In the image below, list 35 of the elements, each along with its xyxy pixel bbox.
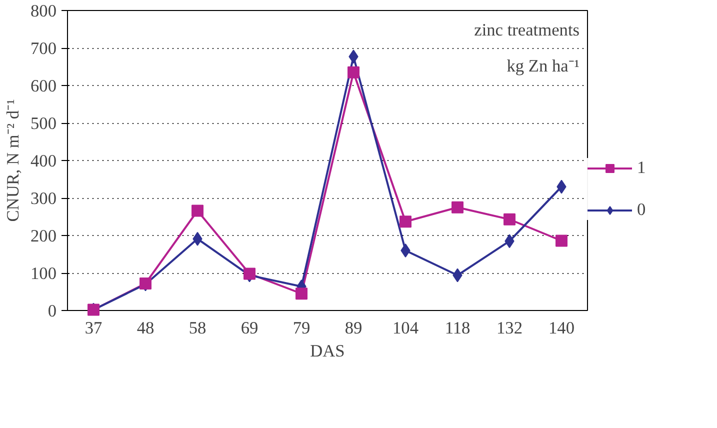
y-tick-label: 200 bbox=[30, 226, 57, 246]
y-tick-label: 300 bbox=[30, 189, 57, 208]
y-tick-label: 0 bbox=[48, 302, 57, 320]
point bbox=[452, 201, 464, 214]
y-tick-label: 700 bbox=[30, 39, 57, 58]
point bbox=[400, 216, 412, 228]
y-tick-label: 100 bbox=[30, 264, 57, 283]
point bbox=[348, 66, 360, 78]
point bbox=[504, 213, 516, 226]
point bbox=[556, 234, 568, 247]
x-tick-label: 118 bbox=[444, 318, 470, 338]
x-tick-label: 69 bbox=[240, 318, 258, 338]
point bbox=[244, 268, 256, 280]
legend-label: 1 bbox=[637, 158, 647, 178]
y-axis-title: CNUR, N m⁻² d⁻¹ bbox=[4, 99, 23, 222]
y-tick-label: 400 bbox=[30, 152, 57, 170]
point bbox=[400, 244, 410, 258]
x-axis-title: DAS bbox=[310, 342, 345, 360]
y-tick-label: 600 bbox=[30, 76, 57, 96]
y-tick-label: 800 bbox=[30, 2, 57, 20]
x-tick-label: 48 bbox=[136, 318, 154, 338]
x-tick-label: 104 bbox=[392, 318, 419, 338]
annotation: kg Zn ha⁻¹ bbox=[506, 56, 580, 76]
x-tick-label: 140 bbox=[548, 318, 575, 338]
x-tick-label: 89 bbox=[344, 318, 362, 338]
point bbox=[88, 304, 100, 316]
x-tick-label: 79 bbox=[292, 318, 310, 338]
y-tick-label: 500 bbox=[30, 114, 57, 133]
x-tick-label: 58 bbox=[188, 318, 206, 338]
point bbox=[192, 204, 204, 217]
x-tick-label: 37 bbox=[84, 318, 102, 338]
legend-label: 0 bbox=[637, 200, 647, 220]
x-tick-label: 132 bbox=[496, 318, 523, 338]
point bbox=[296, 288, 308, 300]
annotation: zinc treatments bbox=[474, 20, 580, 40]
